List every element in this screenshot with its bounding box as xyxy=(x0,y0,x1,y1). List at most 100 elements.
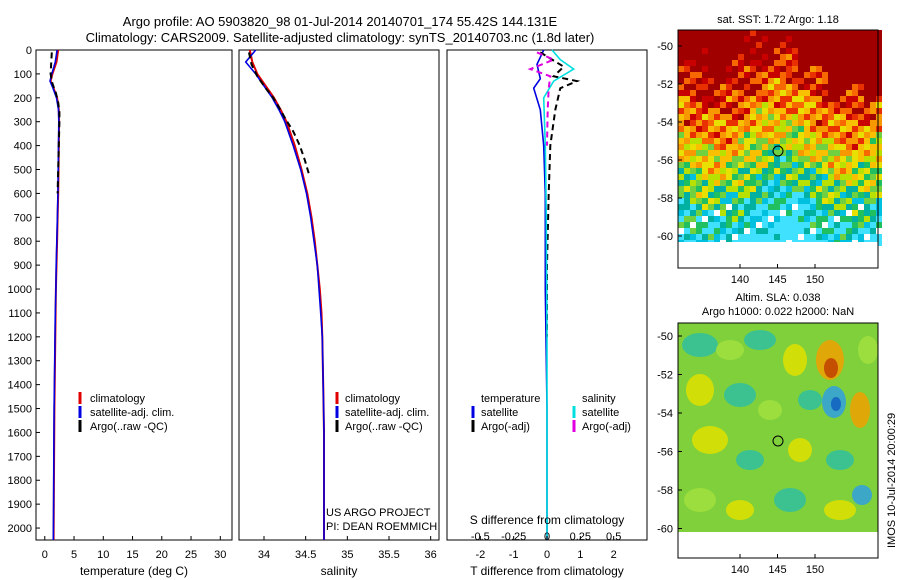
sst-cell xyxy=(684,156,690,162)
sst-lon-label: 140 xyxy=(731,274,749,286)
sst-cell xyxy=(708,150,714,156)
sst-cell xyxy=(768,180,774,186)
sst-cell xyxy=(708,168,714,174)
sst-cell xyxy=(792,138,798,144)
sst-cell xyxy=(738,42,744,48)
sst-cell xyxy=(810,222,816,228)
sst-cell xyxy=(858,66,864,72)
sst-cell xyxy=(798,72,804,78)
sst-cell xyxy=(756,204,762,210)
sst-cell xyxy=(822,138,828,144)
sst-cell xyxy=(708,108,714,114)
sst-cell xyxy=(714,126,720,132)
sst-cell xyxy=(786,180,792,186)
sst-cell xyxy=(720,228,726,234)
sst-cell xyxy=(696,216,702,222)
sst-cell xyxy=(792,228,798,234)
sst-cell xyxy=(768,96,774,102)
s-difference-label: S difference from climatology xyxy=(470,513,625,527)
sst-cell xyxy=(720,66,726,72)
sst-cell xyxy=(726,114,732,120)
sst-cell xyxy=(798,162,804,168)
sst-cell xyxy=(786,210,792,216)
sst-cell xyxy=(678,60,684,66)
sst-cell xyxy=(702,36,708,42)
sst-cell xyxy=(822,162,828,168)
sla-anomaly-blob xyxy=(831,397,841,411)
sst-cell xyxy=(690,102,696,108)
sst-cell xyxy=(762,114,768,120)
sst-cell xyxy=(690,72,696,78)
sst-cell xyxy=(738,132,744,138)
sst-cell xyxy=(792,222,798,228)
legend-temperature-title: temperature xyxy=(481,393,540,405)
sst-cell xyxy=(684,54,690,60)
sst-cell xyxy=(756,108,762,114)
sst-cell xyxy=(720,216,726,222)
sst-cell xyxy=(846,30,852,36)
sst-cell xyxy=(702,120,708,126)
sst-cell xyxy=(678,168,684,174)
sst-cell xyxy=(786,84,792,90)
sst-cell xyxy=(816,198,822,204)
sst-cell xyxy=(840,36,846,42)
sst-cell xyxy=(756,78,762,84)
sst-cell xyxy=(774,162,780,168)
sst-cell xyxy=(846,144,852,150)
sst-cell xyxy=(792,174,798,180)
sst-cell xyxy=(732,36,738,42)
sst-cell xyxy=(750,150,756,156)
sst-cell xyxy=(792,36,798,42)
sst-cell xyxy=(696,96,702,102)
sst-cell xyxy=(852,90,858,96)
sst-cell xyxy=(732,228,738,234)
sst-cell xyxy=(864,168,870,174)
salinity-xtick-label: 34.5 xyxy=(295,549,316,561)
sst-cell xyxy=(846,36,852,42)
sst-cell xyxy=(864,162,870,168)
temperature-xtick-label: 0 xyxy=(42,549,48,561)
sst-cell xyxy=(810,150,816,156)
series-line-satellite-adj-clim- xyxy=(49,49,60,541)
sst-cell xyxy=(846,192,852,198)
sst-cell xyxy=(750,126,756,132)
sla-anomaly-blob xyxy=(798,390,822,410)
sst-cell xyxy=(870,132,876,138)
sst-cell xyxy=(786,96,792,102)
sst-cell xyxy=(846,114,852,120)
sst-cell xyxy=(864,132,870,138)
sla-anomaly-blob xyxy=(692,426,728,454)
sst-cell xyxy=(762,108,768,114)
sst-cell xyxy=(786,150,792,156)
sst-cell xyxy=(792,114,798,120)
sst-cell xyxy=(876,216,882,222)
sst-cell xyxy=(702,90,708,96)
sst-field xyxy=(678,30,882,246)
depth-tick-label: 1500 xyxy=(8,404,32,416)
sst-cell xyxy=(756,186,762,192)
sst-cell xyxy=(810,132,816,138)
sst-cell xyxy=(786,216,792,222)
sla-lon-label: 150 xyxy=(806,564,824,576)
difference-plot: -2 -1 0 1 2 -0.5 -0.25 0 0.25 0.5 xyxy=(471,49,621,561)
sst-cell xyxy=(738,156,744,162)
sst-cell xyxy=(678,90,684,96)
sst-cell xyxy=(798,66,804,72)
sst-cell xyxy=(840,42,846,48)
sst-cell xyxy=(828,234,834,240)
sst-cell xyxy=(702,192,708,198)
temperature-xtick-label: 20 xyxy=(156,549,168,561)
sst-cell xyxy=(846,120,852,126)
sst-cell xyxy=(828,108,834,114)
sst-cell xyxy=(846,204,852,210)
sst-cell xyxy=(744,36,750,42)
sst-cell xyxy=(678,174,684,180)
temperature-plot: 0 5 10 15 20 25 30 xyxy=(42,49,226,561)
sst-cell xyxy=(684,72,690,78)
sst-cell xyxy=(702,186,708,192)
legend-satellite-label: satellite-adj. clim. xyxy=(345,407,429,419)
sst-cell xyxy=(846,168,852,174)
sst-cell xyxy=(816,204,822,210)
sst-cell xyxy=(816,162,822,168)
sst-cell xyxy=(816,108,822,114)
